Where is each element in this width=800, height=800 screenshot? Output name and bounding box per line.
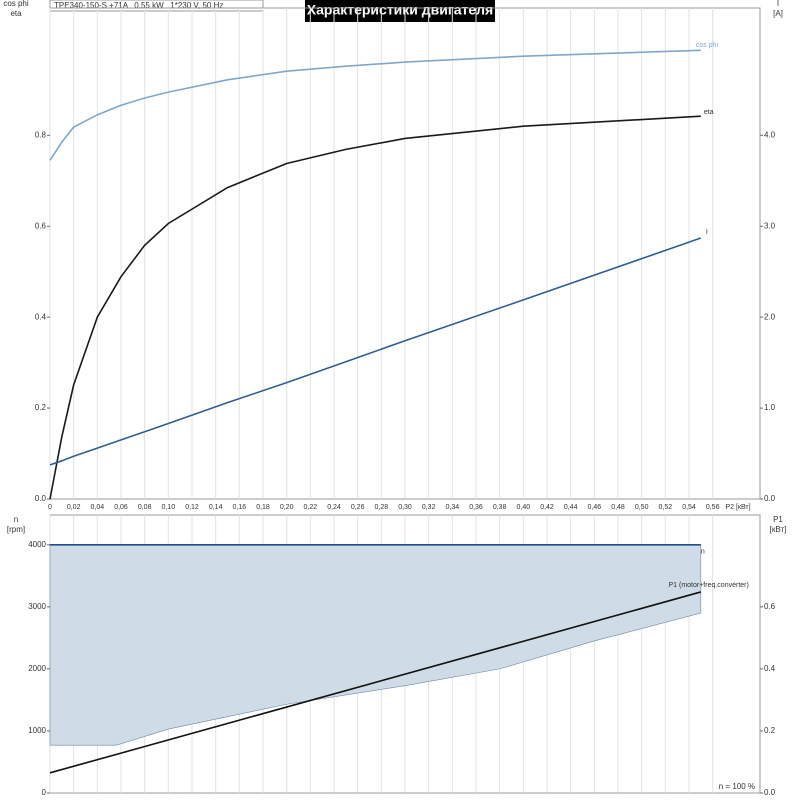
annotation: n = 100 % <box>719 782 755 791</box>
x-tick-label: 0,32 <box>422 504 436 511</box>
line <box>49 237 702 466</box>
y-tick-label: 0 <box>42 788 47 797</box>
y-axis-label: eta <box>10 9 22 18</box>
y-tick-label: 0.0 <box>764 494 776 503</box>
line <box>49 49 701 161</box>
x-tick-label: 0,48 <box>611 504 625 511</box>
x-tick-label: 0,06 <box>114 504 128 511</box>
y2-axis-label: I <box>777 0 779 8</box>
x-tick-label: 0,14 <box>209 504 223 511</box>
x-tick-label: 0,22 <box>304 504 318 511</box>
header-box <box>49 0 264 12</box>
x-tick-label: 0,50 <box>635 504 649 511</box>
x-tick-label: 0,46 <box>588 504 602 511</box>
y2-axis-label: [A] <box>773 9 783 18</box>
x-tick-label: 0,28 <box>375 504 389 511</box>
y-tick-label: 0.2 <box>35 403 47 412</box>
series-label: P1 (motor+freq.converter) <box>668 582 748 589</box>
series-label: cos phi <box>696 42 719 49</box>
y-tick-label: 1000 <box>28 726 46 735</box>
y-tick-label: 1.0 <box>764 403 776 412</box>
y-tick-label: 0.4 <box>764 664 776 673</box>
y-tick-label: 4.0 <box>764 130 776 139</box>
x-tick-label: 0,26 <box>351 504 365 511</box>
y-tick-label: 0.0 <box>764 788 776 797</box>
y-tick-label: 0.6 <box>35 221 47 230</box>
x-tick-label: 0,42 <box>540 504 554 511</box>
x-tick-label: 0,40 <box>517 504 531 511</box>
y-tick-label: 3000 <box>28 602 46 611</box>
x-tick-label: 0,18 <box>256 504 270 511</box>
y-tick-label: 4000 <box>28 540 46 549</box>
x-tick-label: 0,04 <box>91 504 105 511</box>
series-label: n <box>701 549 705 556</box>
x-tick-label: 0,12 <box>185 504 199 511</box>
area <box>49 544 702 746</box>
y-tick-label: 0.0 <box>35 494 47 503</box>
y2-axis-label: P1 <box>773 515 783 524</box>
x-tick-label: 0,16 <box>233 504 247 511</box>
y-axis-label: [rpm] <box>7 525 25 534</box>
x-tick-label: 0,08 <box>138 504 152 511</box>
x-tick-label: 0,24 <box>327 504 341 511</box>
x-tick-label: 0,36 <box>469 504 483 511</box>
y-axis-label: cos phi <box>3 0 29 8</box>
x-tick-label: 0,30 <box>398 504 412 511</box>
x-tick-label: 0,10 <box>162 504 176 511</box>
y-tick-label: 0.2 <box>764 726 776 735</box>
header: TPE340-150-S +71A 0.55 kW 1*230 V, 50 Hz <box>54 1 223 10</box>
x-tick-label: 0,52 <box>659 504 673 511</box>
x-axis-label: P2 [кВт] <box>725 504 750 511</box>
series-label: I <box>706 229 708 236</box>
x-tick-label: 0,44 <box>564 504 578 511</box>
x-tick-label: 0,34 <box>446 504 460 511</box>
x-tick-label: 0,38 <box>493 504 507 511</box>
x-tick-label: 0,02 <box>67 504 81 511</box>
title-box <box>305 0 495 22</box>
x-tick-label: 0,54 <box>682 504 696 511</box>
y-tick-label: 0.4 <box>35 312 47 321</box>
y-tick-label: 2.0 <box>764 312 776 321</box>
chart-title: Характеристики двигателя <box>307 2 493 18</box>
y-axis-label: n <box>14 515 18 524</box>
y-tick-label: 0.6 <box>764 602 776 611</box>
y-tick-label: 2000 <box>28 664 46 673</box>
y-tick-label: 0.8 <box>35 130 47 139</box>
line <box>49 591 702 774</box>
y-tick-label: 3.0 <box>764 221 776 230</box>
y2-axis-label: [кВт] <box>770 525 787 534</box>
x-tick-label: 0,56 <box>706 504 720 511</box>
x-tick-label: 0 <box>48 504 52 511</box>
x-tick-label: 0,20 <box>280 504 294 511</box>
series-label: eta <box>704 109 714 116</box>
line <box>49 115 701 500</box>
